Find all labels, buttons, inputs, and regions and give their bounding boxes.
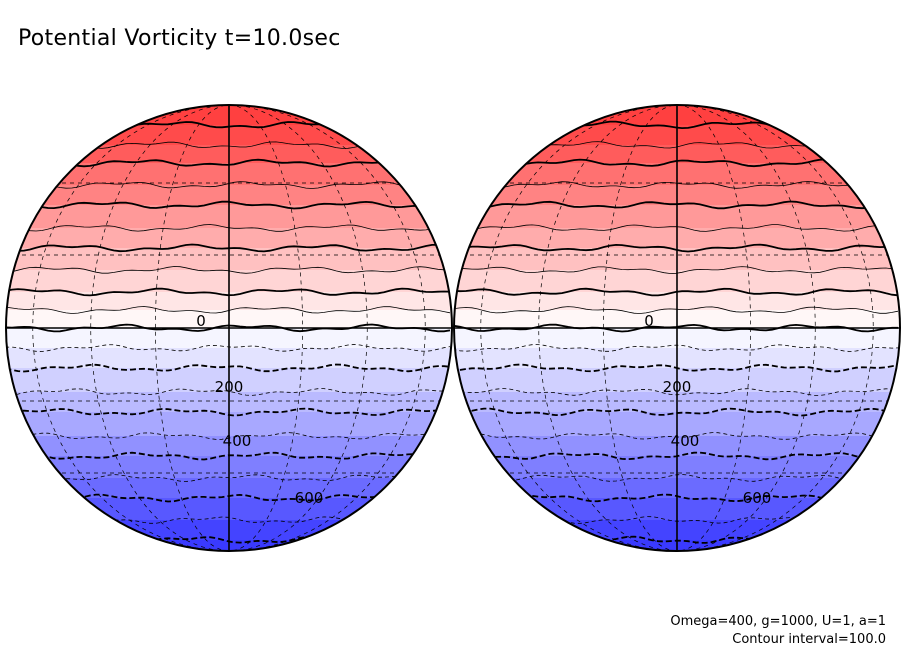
contour-line <box>6 287 451 297</box>
contour-line <box>6 388 451 396</box>
contour-line <box>454 432 899 440</box>
contour-label: 0 <box>644 312 654 330</box>
contour-line <box>454 451 899 461</box>
contour-line <box>6 200 451 210</box>
contour-interval-label: Contour interval=100.0 <box>732 632 886 647</box>
contour-line <box>6 181 451 189</box>
contour-line <box>454 224 899 232</box>
contour-line <box>454 287 899 297</box>
contour-line <box>6 451 451 461</box>
contour-label: 400 <box>671 432 700 450</box>
contour-label: 600 <box>295 489 324 507</box>
contour-line <box>6 474 451 482</box>
contour-line <box>454 200 899 210</box>
contour-line <box>454 243 899 253</box>
parameters-label: Omega=400, g=1000, U=1, a=1 <box>670 614 886 629</box>
contour-label: 0 <box>196 312 206 330</box>
plot-title: Potential Vorticity t=10.0sec <box>18 26 341 51</box>
contour-line <box>454 363 899 373</box>
contour-line <box>454 344 899 352</box>
globe-outline <box>453 104 901 552</box>
contour-label: 400 <box>223 432 252 450</box>
contour-line <box>6 243 451 253</box>
contour-line <box>6 266 451 274</box>
right-globe: 0 200 400 600 <box>453 104 901 552</box>
contour-label: 200 <box>663 378 692 396</box>
contour-line <box>454 388 899 396</box>
globe-outline <box>5 104 453 552</box>
contour-line <box>454 474 899 482</box>
contour-line <box>6 363 451 373</box>
contour-label: 200 <box>215 378 244 396</box>
contour-line <box>6 224 451 232</box>
contour-line <box>6 432 451 440</box>
left-globe: 0 200 400 600 <box>5 104 453 552</box>
contour-line <box>6 344 451 352</box>
contour-line <box>454 407 899 417</box>
contour-label: 600 <box>743 489 772 507</box>
contour-line <box>6 306 451 314</box>
contour-line <box>6 407 450 417</box>
contour-line <box>454 306 899 314</box>
contour-line <box>454 266 899 274</box>
